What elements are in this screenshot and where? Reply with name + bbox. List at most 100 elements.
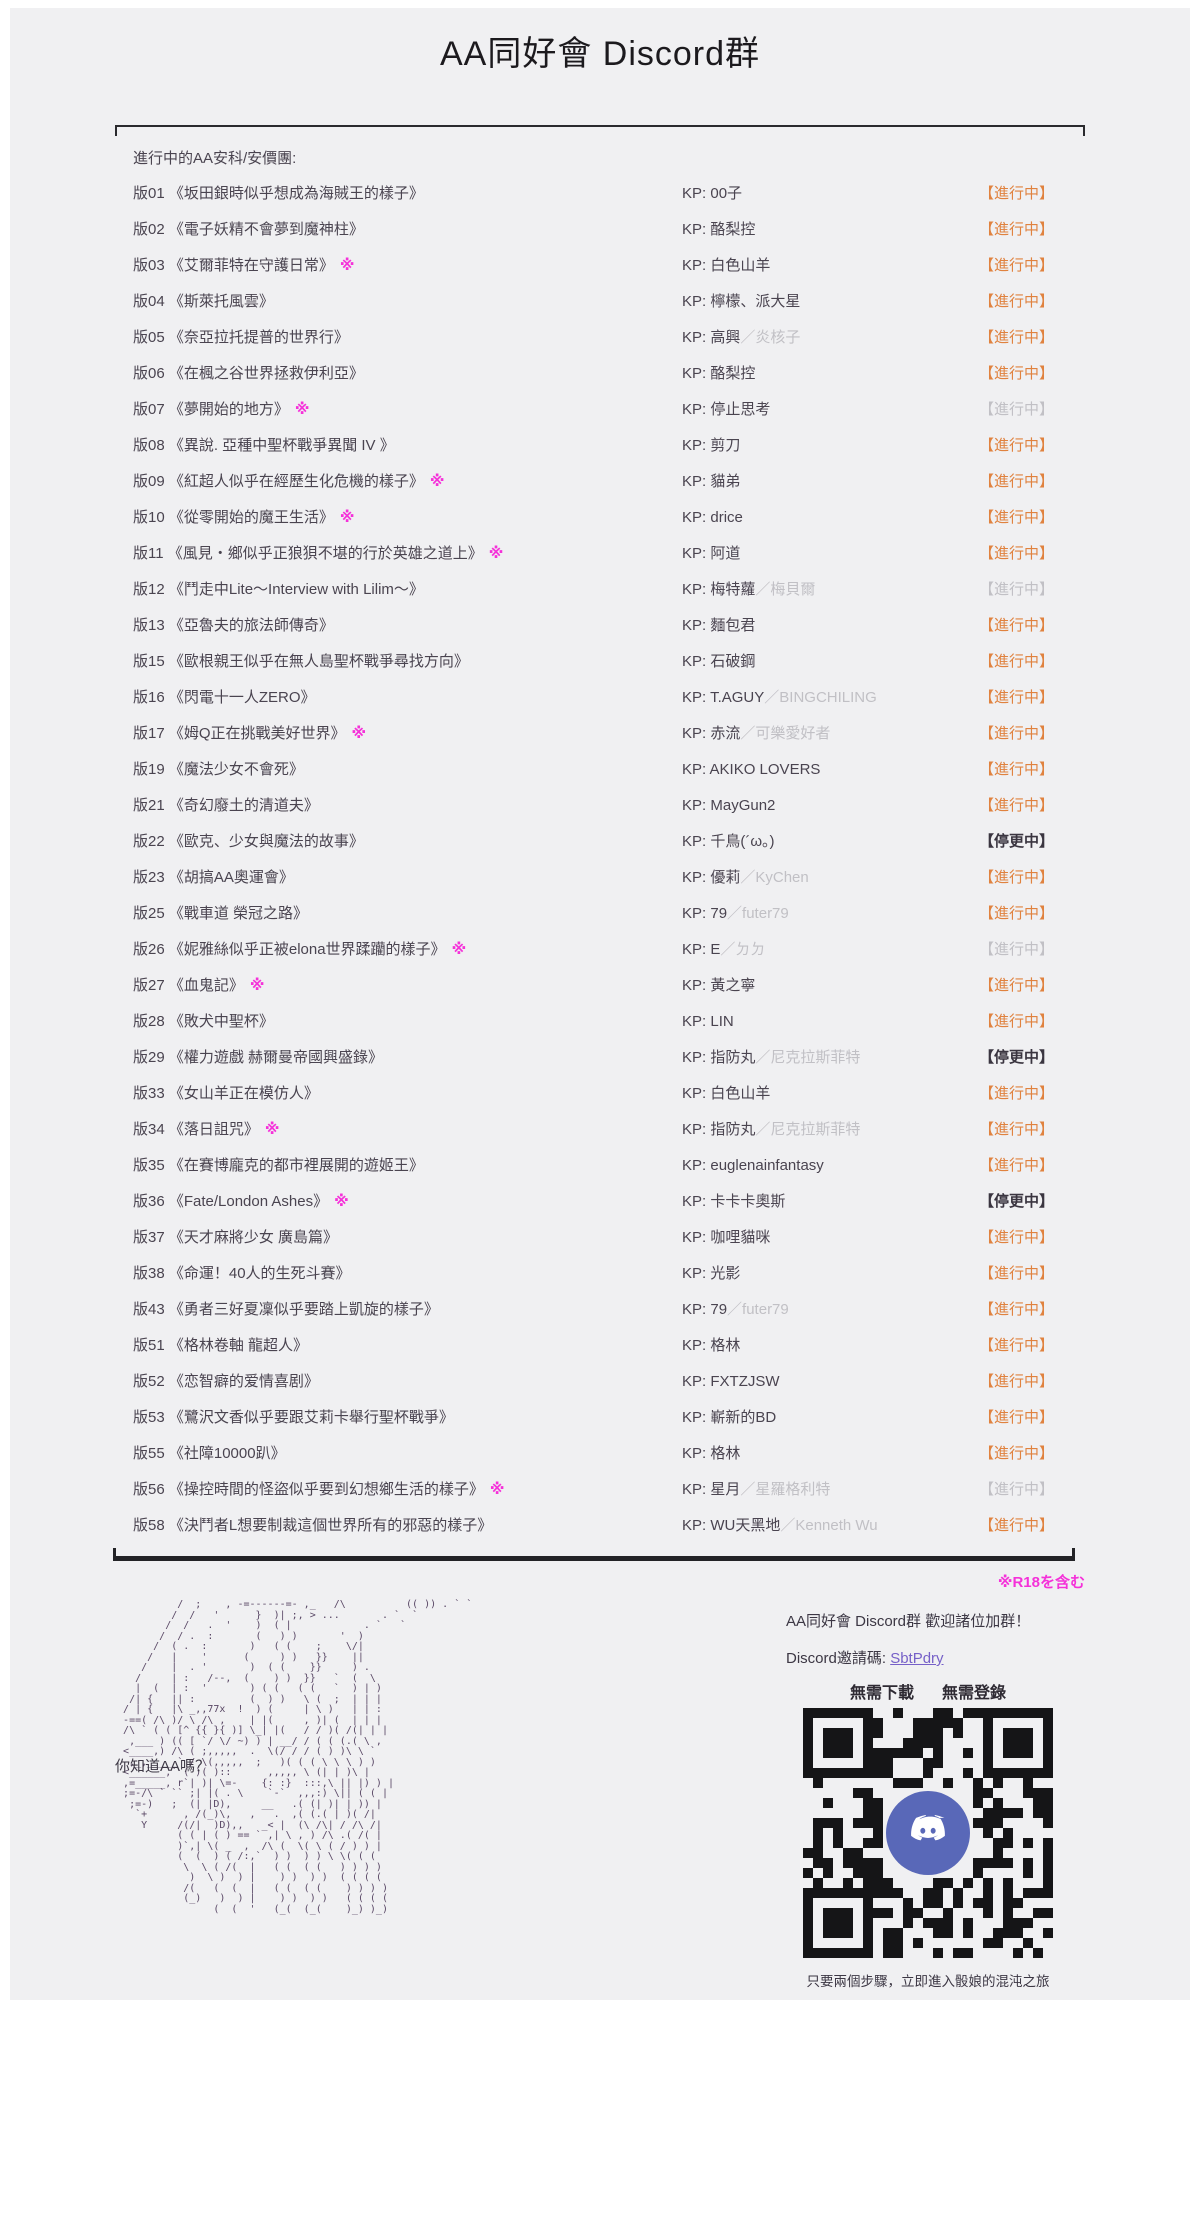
work-title: 版37 《天才麻將少女 廣島篇》 xyxy=(133,1220,338,1256)
table-row: 版25 《戰車道 榮冠之路》 KP: 79／futer79 【進行中】 xyxy=(10,896,1190,932)
work-title-text: 版29 《權力遊戲 赫爾曼帝國興盛錄》 xyxy=(133,1049,384,1066)
table-row: 版52 《恋智癖的爱情喜剧》 KP: FXTZJSW 【進行中】 xyxy=(10,1364,1190,1400)
kp-label: KP: xyxy=(682,329,711,346)
work-title: 版06 《在楓之谷世界拯救伊利亞》 xyxy=(133,356,364,392)
work-title: 版22 《歐克、少女與魔法的故事》 xyxy=(133,824,364,860)
kp-main-name: 卡卡卡奧斯 xyxy=(710,1193,786,1210)
kp-label: KP: xyxy=(682,1229,711,1246)
kp-main-name: 格林 xyxy=(710,1337,741,1354)
kp-name: KP: 00子 xyxy=(682,176,742,212)
kp-sub-name: ／KyChen xyxy=(740,869,809,886)
kp-label: KP: xyxy=(682,257,711,274)
work-title-text: 版13 《亞魯夫的旅法師傳奇》 xyxy=(133,617,334,634)
kp-name: KP: 黃之寧 xyxy=(682,968,755,1004)
work-title: 版53 《鷺沢文香似乎要跟艾莉卡舉行聖杯戰爭》 xyxy=(133,1400,454,1436)
kp-main-name: 梅特蘿 xyxy=(710,581,756,598)
table-row: 版06 《在楓之谷世界拯救伊利亞》 KP: 酪梨控 【進行中】 xyxy=(10,356,1190,392)
section-label: 進行中的AA安科/安價團: xyxy=(133,150,297,167)
kp-label: KP: xyxy=(682,1265,711,1282)
r18-mark: ※ xyxy=(249,977,265,994)
kp-main-name: 阿道 xyxy=(710,545,741,562)
kp-label: KP: xyxy=(682,1049,711,1066)
work-title-text: 版25 《戰車道 榮冠之路》 xyxy=(133,905,309,922)
invite-code-label: Discord邀請碼: xyxy=(786,1650,891,1667)
kp-name: KP: 79／futer79 xyxy=(682,896,789,932)
table-row: 版28 《敗犬中聖杯》 KP: LIN 【進行中】 xyxy=(10,1004,1190,1040)
status-badge: 【進行中】 xyxy=(979,545,1055,562)
table-row: 版51 《格林卷軸 龍超人》 KP: 格林 【進行中】 xyxy=(10,1328,1190,1364)
kp-name: KP: 優莉／KyChen xyxy=(682,860,809,896)
kp-main-name: 白色山羊 xyxy=(710,1085,771,1102)
kp-name: KP: 白色山羊 xyxy=(682,1076,770,1112)
kp-name: KP: AKIKO LOVERS xyxy=(682,752,820,788)
status-badge: 【進行中】 xyxy=(979,1337,1055,1354)
work-title-text: 版34 《落日詛咒》 xyxy=(133,1121,259,1138)
kp-name: KP: 高興／炎核子 xyxy=(682,320,800,356)
kp-label: KP: xyxy=(682,401,711,418)
kp-main-name: euglenainfantasy xyxy=(710,1157,824,1174)
kp-label: KP: xyxy=(682,545,711,562)
table-row: 版10 《從零開始的魔王生活》 ※ KP: drice 【進行中】 xyxy=(10,500,1190,536)
work-list: 版01 《坂田銀時似乎想成為海賊王的樣子》 KP: 00子 【進行中】 版02 《電子… xyxy=(10,176,1190,1544)
kp-main-name: 黃之寧 xyxy=(710,977,756,994)
status-badge: 【進行中】 xyxy=(979,761,1055,778)
kp-name: KP: 石破鋼 xyxy=(682,644,755,680)
work-title: 版52 《恋智癖的爱情喜剧》 xyxy=(133,1364,319,1400)
kp-label: KP: xyxy=(682,1481,711,1498)
kp-name: KP: 千鳥(´ω。) xyxy=(682,824,775,860)
work-title-text: 版23 《胡搞AA奧運會》 xyxy=(133,869,294,886)
kp-sub-name: ／炎核子 xyxy=(740,329,801,346)
status-badge: 【進行中】 xyxy=(979,473,1055,490)
table-row: 版22 《歐克、少女與魔法的故事》 KP: 千鳥(´ω。) 【停更中】 xyxy=(10,824,1190,860)
work-title-text: 版55 《社障10000趴》 xyxy=(133,1445,286,1462)
work-title-text: 版06 《在楓之谷世界拯救伊利亞》 xyxy=(133,365,364,382)
kp-name: KP: 酪梨控 xyxy=(682,212,755,248)
invite-code-line: Discord邀請碼: SbtPdry xyxy=(786,1647,944,1668)
status-badge: 【進行中】 xyxy=(979,365,1055,382)
kp-main-name: 千鳥(´ω。) xyxy=(710,833,775,850)
kp-main-name: 指防丸 xyxy=(710,1049,756,1066)
qr-caption: 只要兩個步驟，立即進入骰娘的混沌之旅 xyxy=(806,1974,1050,1989)
status-badge: 【停更中】 xyxy=(979,833,1055,850)
work-title: 版34 《落日詛咒》 ※ xyxy=(133,1112,279,1148)
work-title: 版27 《血鬼記》 ※ xyxy=(133,968,264,1004)
kp-label: KP: xyxy=(682,797,711,814)
kp-label: KP: xyxy=(682,1517,711,1534)
kp-name: KP: 星月／星羅格利特 xyxy=(682,1472,830,1508)
table-row: 版17 《姆Q正在挑戰美好世界》 ※ KP: 赤流／可樂愛好者 【進行中】 xyxy=(10,716,1190,752)
kp-sub-name: ／尼克拉斯菲特 xyxy=(755,1049,861,1066)
work-title-text: 版15 《歐根親王似乎在無人島聖杯戰爭尋找方向》 xyxy=(133,653,469,670)
work-title-text: 版22 《歐克、少女與魔法的故事》 xyxy=(133,833,364,850)
work-title: 版21 《奇幻廢土的清道夫》 xyxy=(133,788,319,824)
status-badge: 【進行中】 xyxy=(979,581,1055,598)
no-download-label: 無需下載 xyxy=(849,1685,914,1702)
kp-label: KP: xyxy=(682,653,711,670)
kp-main-name: 停止思考 xyxy=(710,401,771,418)
status-badge: 【進行中】 xyxy=(979,653,1055,670)
work-title-text: 版36 《Fate/London Ashes》 xyxy=(133,1193,329,1210)
work-title-text: 版17 《姆Q正在挑戰美好世界》 xyxy=(133,725,346,742)
kp-main-name: 酪梨控 xyxy=(710,221,756,238)
kp-main-name: FXTZJSW xyxy=(710,1373,780,1390)
work-title-text: 版09 《紅超人似乎在經歷生化危機的樣子》 xyxy=(133,473,424,490)
work-title-text: 版05 《奈亞拉托提普的世界行》 xyxy=(133,329,349,346)
work-title: 版25 《戰車道 榮冠之路》 xyxy=(133,896,308,932)
status-badge: 【進行中】 xyxy=(979,1517,1055,1534)
table-row: 版08 《異說. 亞種中聖杯戰爭異聞 IV 》 KP: 剪刀 【進行中】 xyxy=(10,428,1190,464)
work-title: 版33 《女山羊正在模仿人》 xyxy=(133,1076,319,1112)
kp-label: KP: xyxy=(682,473,711,490)
r18-mark: ※ xyxy=(294,401,310,418)
table-row: 版53 《鷺沢文香似乎要跟艾莉卡舉行聖杯戰爭》 KP: 嶄新的BD 【進行中】 xyxy=(10,1400,1190,1436)
work-title: 版03 《艾爾菲特在守護日常》 ※ xyxy=(133,248,354,284)
status-badge: 【進行中】 xyxy=(979,1085,1055,1102)
work-title: 版15 《歐根親王似乎在無人島聖杯戰爭尋找方向》 xyxy=(133,644,469,680)
kp-name: KP: FXTZJSW xyxy=(682,1364,780,1400)
r18-mark: ※ xyxy=(488,545,504,562)
status-badge: 【進行中】 xyxy=(979,905,1055,922)
invite-code-link[interactable]: SbtPdry xyxy=(890,1650,944,1667)
work-title: 版08 《異說. 亞種中聖杯戰爭異聞 IV 》 xyxy=(133,428,395,464)
table-row: 版19 《魔法少女不會死》 KP: AKIKO LOVERS 【進行中】 xyxy=(10,752,1190,788)
work-title-text: 版12 《鬥走中Lite～Interview with Lilim～》 xyxy=(133,581,424,598)
work-title-text: 版33 《女山羊正在模仿人》 xyxy=(133,1085,319,1102)
top-bracket-line xyxy=(115,125,1085,137)
